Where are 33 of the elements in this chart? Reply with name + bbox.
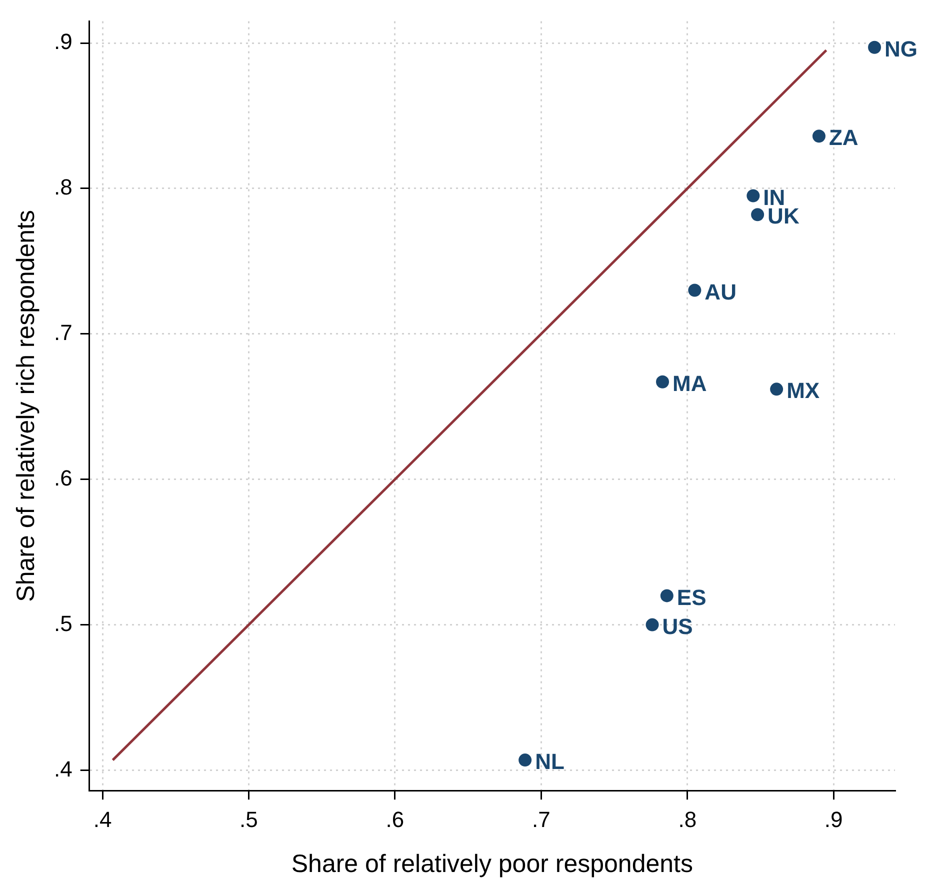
x-tick-label: .9 [824, 806, 843, 832]
x-tick-label: .7 [532, 806, 550, 832]
y-tick-label: .5 [54, 610, 72, 636]
x-tick-label: .5 [240, 806, 258, 832]
annotation: US [662, 614, 693, 639]
point [646, 618, 659, 632]
y-tick-label: .6 [54, 465, 72, 490]
point [688, 284, 702, 297]
point [660, 589, 674, 602]
annotation: NG [884, 36, 918, 62]
point [812, 130, 826, 143]
x-tick-label: .4 [93, 806, 112, 832]
point [656, 375, 670, 388]
annotation: NL [535, 749, 564, 774]
x-axis-title: Share of relatively poor respondents [291, 850, 693, 878]
annotation: UK [768, 204, 800, 229]
point [746, 189, 760, 202]
y-axis-title: Share of relatively rich respondents [12, 210, 40, 602]
point [751, 208, 764, 222]
x-tick-label: .6 [386, 806, 404, 832]
annotation: MX [786, 378, 820, 404]
annotation: AU [704, 279, 736, 304]
y-tick-label: .4 [54, 756, 72, 782]
annotation: ES [676, 584, 706, 610]
point [770, 382, 784, 396]
point [868, 40, 882, 54]
y-tick-label: .7 [54, 320, 72, 345]
x-tick-label: .8 [678, 806, 697, 832]
y-tick-label: .9 [54, 29, 72, 54]
point [518, 754, 532, 767]
annotation: ZA [828, 125, 858, 150]
y-tick-label: .8 [54, 174, 72, 200]
annotation: MA [672, 370, 707, 396]
